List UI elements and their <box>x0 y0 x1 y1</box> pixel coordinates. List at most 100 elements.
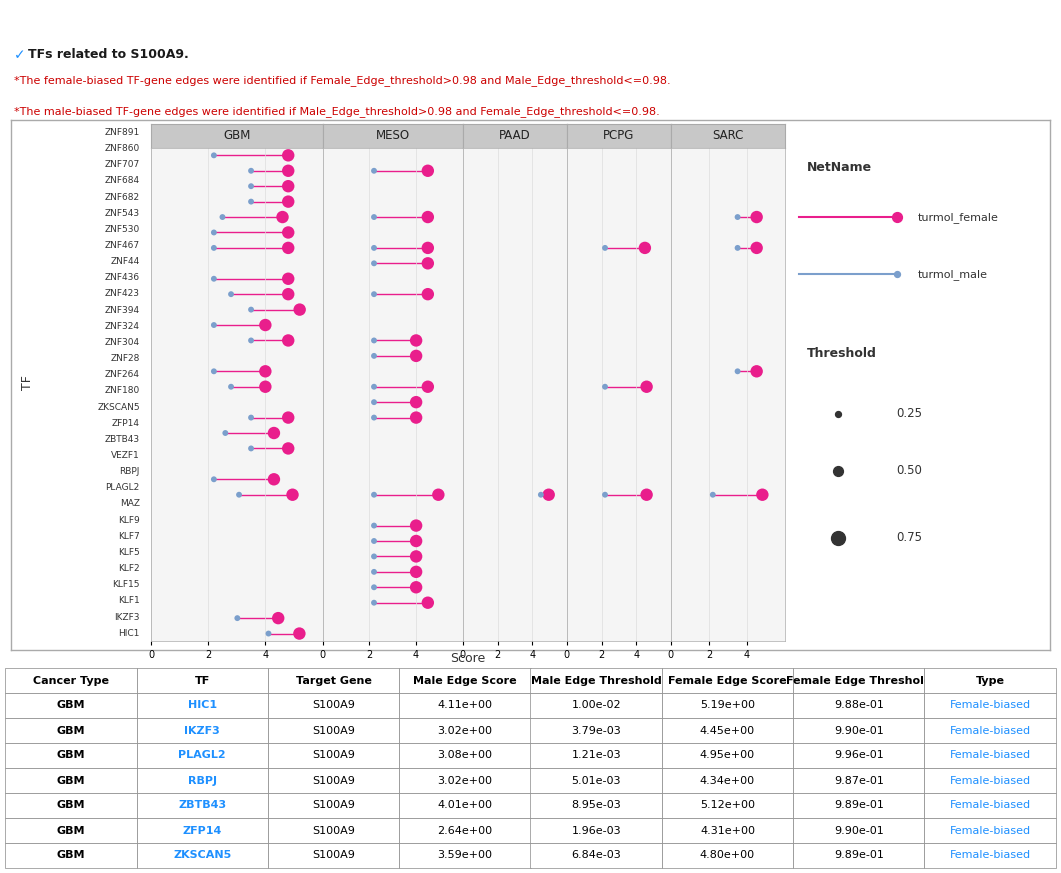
Point <box>280 225 297 239</box>
Point <box>419 595 436 609</box>
Text: KLF1: KLF1 <box>118 596 140 605</box>
Point <box>419 287 436 301</box>
Text: KLF9: KLF9 <box>118 516 140 525</box>
Point <box>206 241 223 255</box>
Point <box>229 611 246 625</box>
Point <box>223 287 240 301</box>
Point <box>280 442 297 456</box>
Text: Threshold: Threshold <box>806 347 876 360</box>
Point <box>419 210 436 224</box>
Point <box>366 549 383 563</box>
Text: Score: Score <box>451 652 486 665</box>
Point <box>366 488 383 502</box>
Text: ✓: ✓ <box>14 48 25 62</box>
Point <box>540 488 557 502</box>
Text: PAAD: PAAD <box>499 129 530 142</box>
Point <box>748 210 765 224</box>
Point <box>274 210 291 224</box>
Text: KLF7: KLF7 <box>118 532 140 540</box>
Point <box>366 519 383 533</box>
Text: Sex-biased TF-Gene network for S100A9: Sex-biased TF-Gene network for S100A9 <box>358 19 703 35</box>
Text: PLAGL2: PLAGL2 <box>105 484 140 492</box>
Point <box>596 488 613 502</box>
Point <box>206 318 223 332</box>
Text: ZNF28: ZNF28 <box>110 354 140 363</box>
Point <box>214 210 231 224</box>
Point <box>407 581 424 595</box>
Point <box>637 241 654 255</box>
Point <box>366 287 383 301</box>
Point <box>729 241 746 255</box>
Text: ZNF707: ZNF707 <box>104 161 140 169</box>
Point <box>243 164 260 178</box>
Point <box>366 410 383 424</box>
Text: ZNF682: ZNF682 <box>105 193 140 202</box>
Text: ZNF324: ZNF324 <box>105 322 140 331</box>
Text: VEZF1: VEZF1 <box>111 451 140 460</box>
Point <box>280 272 297 285</box>
Point <box>366 395 383 409</box>
Point <box>291 303 308 317</box>
Point <box>280 195 297 209</box>
Point <box>243 195 260 209</box>
Point <box>419 241 436 255</box>
Point <box>366 241 383 255</box>
Point <box>206 472 223 486</box>
Point <box>407 349 424 363</box>
Text: MESO: MESO <box>376 129 410 142</box>
Point <box>291 627 308 641</box>
Point <box>243 303 260 317</box>
Point <box>638 380 655 394</box>
Text: ZNF467: ZNF467 <box>105 241 140 250</box>
Text: ZNF304: ZNF304 <box>105 338 140 347</box>
Point <box>243 179 260 193</box>
Text: IKZF3: IKZF3 <box>115 613 140 622</box>
Point <box>888 267 905 281</box>
Point <box>280 410 297 424</box>
Text: RBPJ: RBPJ <box>120 467 140 476</box>
Point <box>257 318 274 332</box>
Text: ZNF423: ZNF423 <box>105 290 140 299</box>
Point <box>260 627 277 641</box>
Point <box>257 380 274 394</box>
Text: ZNF684: ZNF684 <box>105 176 140 185</box>
Point <box>533 488 550 502</box>
Point <box>407 565 424 579</box>
Point <box>223 380 240 394</box>
Text: ZBTB43: ZBTB43 <box>105 435 140 443</box>
Point <box>830 531 847 545</box>
Text: PCPG: PCPG <box>604 129 634 142</box>
Point <box>729 364 746 378</box>
Point <box>265 472 282 486</box>
Point <box>419 257 436 271</box>
Text: HIC1: HIC1 <box>119 629 140 637</box>
Point <box>748 241 765 255</box>
Point <box>705 488 721 502</box>
Point <box>366 210 383 224</box>
Point <box>366 534 383 548</box>
Point <box>830 464 847 478</box>
Text: turmol_female: turmol_female <box>918 212 998 223</box>
Text: KLF15: KLF15 <box>112 581 140 589</box>
Point <box>407 333 424 347</box>
Point <box>748 364 765 378</box>
Point <box>280 148 297 162</box>
Text: SARC: SARC <box>712 129 744 142</box>
Text: MAZ: MAZ <box>120 499 140 508</box>
Text: ZNF180: ZNF180 <box>104 387 140 395</box>
Point <box>366 581 383 595</box>
Point <box>754 488 771 502</box>
Point <box>407 410 424 424</box>
Text: turmol_male: turmol_male <box>918 269 988 279</box>
Point <box>280 241 297 255</box>
Text: TFs related to S100A9.: TFs related to S100A9. <box>29 48 189 61</box>
Point <box>284 488 301 502</box>
Text: ZKSCAN5: ZKSCAN5 <box>98 402 140 411</box>
Point <box>269 611 286 625</box>
Text: *The male-biased TF-gene edges were identified if Male_Edge_threshold>0.98 and F: *The male-biased TF-gene edges were iden… <box>14 106 660 117</box>
Point <box>596 380 613 394</box>
Point <box>366 595 383 609</box>
Point <box>206 364 223 378</box>
Text: ZNF891: ZNF891 <box>104 128 140 137</box>
Point <box>243 442 260 456</box>
